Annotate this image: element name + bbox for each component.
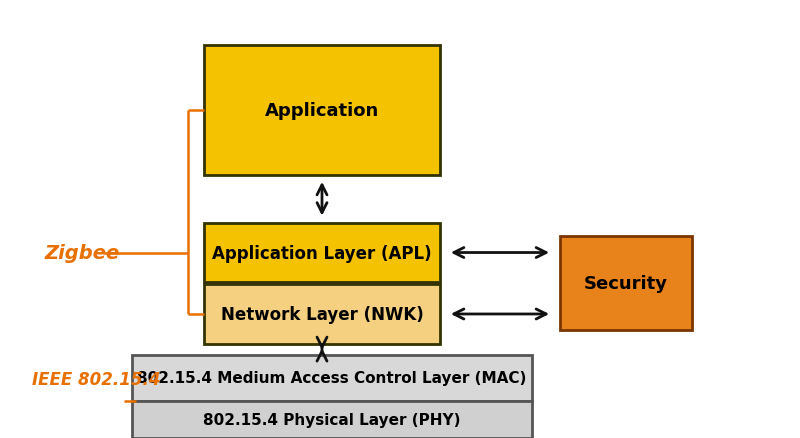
FancyBboxPatch shape [204,223,440,283]
Text: IEEE 802.15.4: IEEE 802.15.4 [32,370,161,388]
Text: 802.15.4 Physical Layer (PHY): 802.15.4 Physical Layer (PHY) [203,412,461,427]
FancyBboxPatch shape [560,237,692,331]
Text: Application Layer (APL): Application Layer (APL) [212,244,432,262]
FancyBboxPatch shape [204,285,440,344]
FancyBboxPatch shape [132,355,532,401]
Text: Zigbee: Zigbee [44,244,119,263]
Text: Security: Security [584,275,668,293]
Text: Application: Application [265,102,379,120]
FancyBboxPatch shape [204,46,440,175]
Text: Network Layer (NWK): Network Layer (NWK) [221,305,423,323]
FancyBboxPatch shape [132,401,532,438]
Text: 802.15.4 Medium Access Control Layer (MAC): 802.15.4 Medium Access Control Layer (MA… [138,370,526,385]
